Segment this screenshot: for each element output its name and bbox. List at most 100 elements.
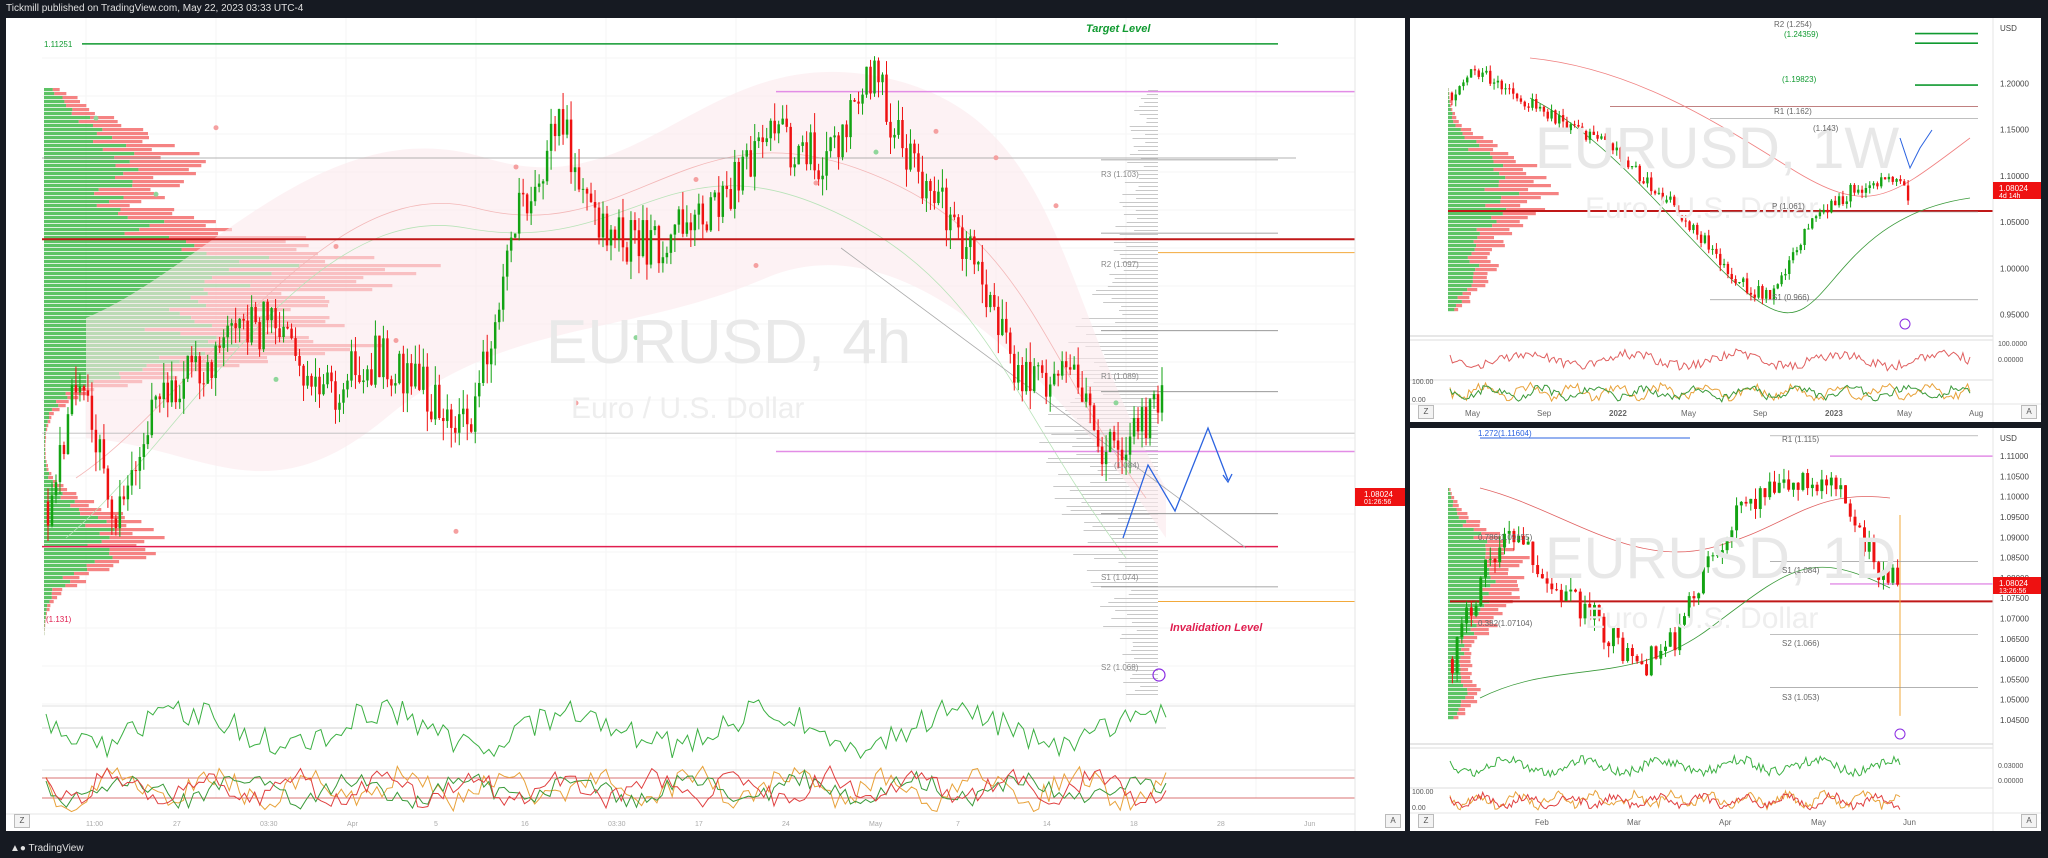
chart-panel-4h[interactable]: EURUSD, 4h Euro / U.S. Dollar Target Lev… [6,18,1405,831]
main-candle [126,485,130,500]
vp-bar-sell [123,196,165,200]
vp-bar-sell [1455,304,1463,308]
vp-bar-buy [1448,116,1452,120]
vp-bar-buy [1448,164,1504,168]
vp-bar-buy [1448,504,1453,508]
d-candle [1825,479,1829,486]
vp2-bar [1083,530,1158,531]
d-candle [1474,605,1478,616]
vp-bar-sell [1458,516,1469,520]
x-tick-4h: 11:00 [86,821,103,828]
vp-bar-buy [1448,148,1469,152]
psar-dot [1053,203,1059,209]
main-candle [310,375,313,387]
x-tick-1d: Mar [1627,818,1641,827]
vp2-bar [1140,686,1158,687]
vp-bar-buy [44,296,191,300]
vp-bar-sell [1506,208,1546,212]
y-tick-1d: 1.07500 [2000,594,2029,603]
vp-bar-buy [1448,100,1450,104]
cloud-line-green [65,185,1127,559]
chart-1w-svg[interactable]: EURUSD, 1W Euro / U.S. Dollar R2 (1.254)… [1410,18,2041,422]
y-axis-1w[interactable]: 1.20000 1.15000 1.10000 1.05000 1.00000 0.950… [2000,79,2029,319]
auto-scale-a-button-1w[interactable]: A [2021,405,2037,419]
chart-4h-svg[interactable]: EURUSD, 4h Euro / U.S. Dollar Target Lev… [6,18,1405,831]
vp-bar-buy [1448,160,1494,164]
main-candle [657,226,661,264]
auto-scale-z-button-1w[interactable]: Z [1418,405,1434,419]
y-axis-4h[interactable]: 1.08024 01:26:56 [1355,488,1405,506]
vp-bar-sell [1479,144,1498,148]
vp-bar-buy [44,528,115,532]
vp-bar-buy [1448,552,1486,556]
d-candle [1810,484,1814,489]
d-candle [1749,498,1753,504]
auto-scale-a-button-1d[interactable]: A [2021,814,2037,828]
main-candle [737,161,740,191]
main-candle [174,380,178,403]
chart-panel-1d[interactable]: EURUSD, 1D Euro / U.S. Dollar 1.272(1.11… [1410,428,2041,831]
w-candle [1765,289,1768,299]
psar-dot [933,128,939,134]
vp2-bar [1054,498,1158,499]
x-tick-4h: 18 [1130,821,1138,828]
vp-bar-buy [1448,268,1476,272]
w-candle [1546,111,1549,119]
vp-bar-sell [1482,588,1520,592]
vp-bar-buy [44,456,45,460]
vp-bar-buy [1448,216,1492,220]
main-candle [234,323,237,329]
chart-1d-svg[interactable]: EURUSD, 1D Euro / U.S. Dollar 1.272(1.11… [1410,428,2041,831]
vp-bar-sell [94,560,120,564]
vp-bar-buy [1448,664,1461,668]
d-candle [1578,591,1582,619]
x-tick-1w: Sep [1753,409,1768,418]
x-axis-4h[interactable]: 11:00 27 03:30 Apr 5 16 03:30 17 24 May 7 14 18 28 Jun [86,821,1315,828]
main-candle [86,390,90,396]
vp-bar-buy [44,96,63,100]
auto-scale-a-button[interactable]: A [1385,814,1401,828]
level-labels-1w: R2 (1.254)(1.24359) (1.19823) R1 (1.162)(1… [1772,20,1839,302]
d-candle [1607,642,1611,647]
main-candle [785,118,788,127]
chart-panel-1w[interactable]: EURUSD, 1W Euro / U.S. Dollar R2 (1.254)… [1410,18,2041,422]
w-candle [1814,216,1818,219]
main-candle [178,398,181,403]
main-candle [238,318,241,329]
main-candle [953,214,956,218]
vp-bar-sell [1485,204,1521,208]
vp2-bar [1131,650,1158,651]
main-candle [302,365,305,386]
main-candle [541,181,545,184]
vp-bar-buy [1448,620,1474,624]
vp-bar-buy [1448,96,1449,100]
vp-bar-buy [44,92,55,96]
vp2-bar [1085,346,1158,347]
vp2-bar [1119,202,1158,203]
x-axis-1w[interactable]: May Sep 2022 May Sep 2023 May Aug [1465,409,1983,418]
main-candle [1120,449,1124,461]
main-candle [306,375,309,386]
level-label-1w: (1.143) [1813,124,1839,133]
main-candle [342,389,345,403]
main-candle [402,353,405,394]
vp-bar-sell [65,392,88,396]
main-candle [993,294,996,307]
vp-bar-buy [1448,584,1491,588]
pivot-label-r3: R3 (1.103) [1101,170,1139,179]
auto-scale-z-button[interactable]: Z [14,814,30,828]
vp-bar-buy [44,564,87,568]
vp-bar-buy [44,172,124,176]
w-candle [1665,199,1668,203]
main-candle [438,384,441,419]
vp2-bar [1146,94,1158,95]
auto-scale-z-button-1d[interactable]: Z [1418,814,1434,828]
level-label-1d: 0.786(1.09155) [1478,533,1533,542]
w-candle [1684,220,1687,222]
main-candle [1080,387,1084,402]
vp2-bar [1111,618,1158,619]
vp-bar-sell [1476,624,1498,628]
d-candle [1635,656,1639,662]
vp-bar-buy [1448,280,1473,284]
x-axis-1d[interactable]: Feb Mar Apr May Jun [1535,818,1916,827]
